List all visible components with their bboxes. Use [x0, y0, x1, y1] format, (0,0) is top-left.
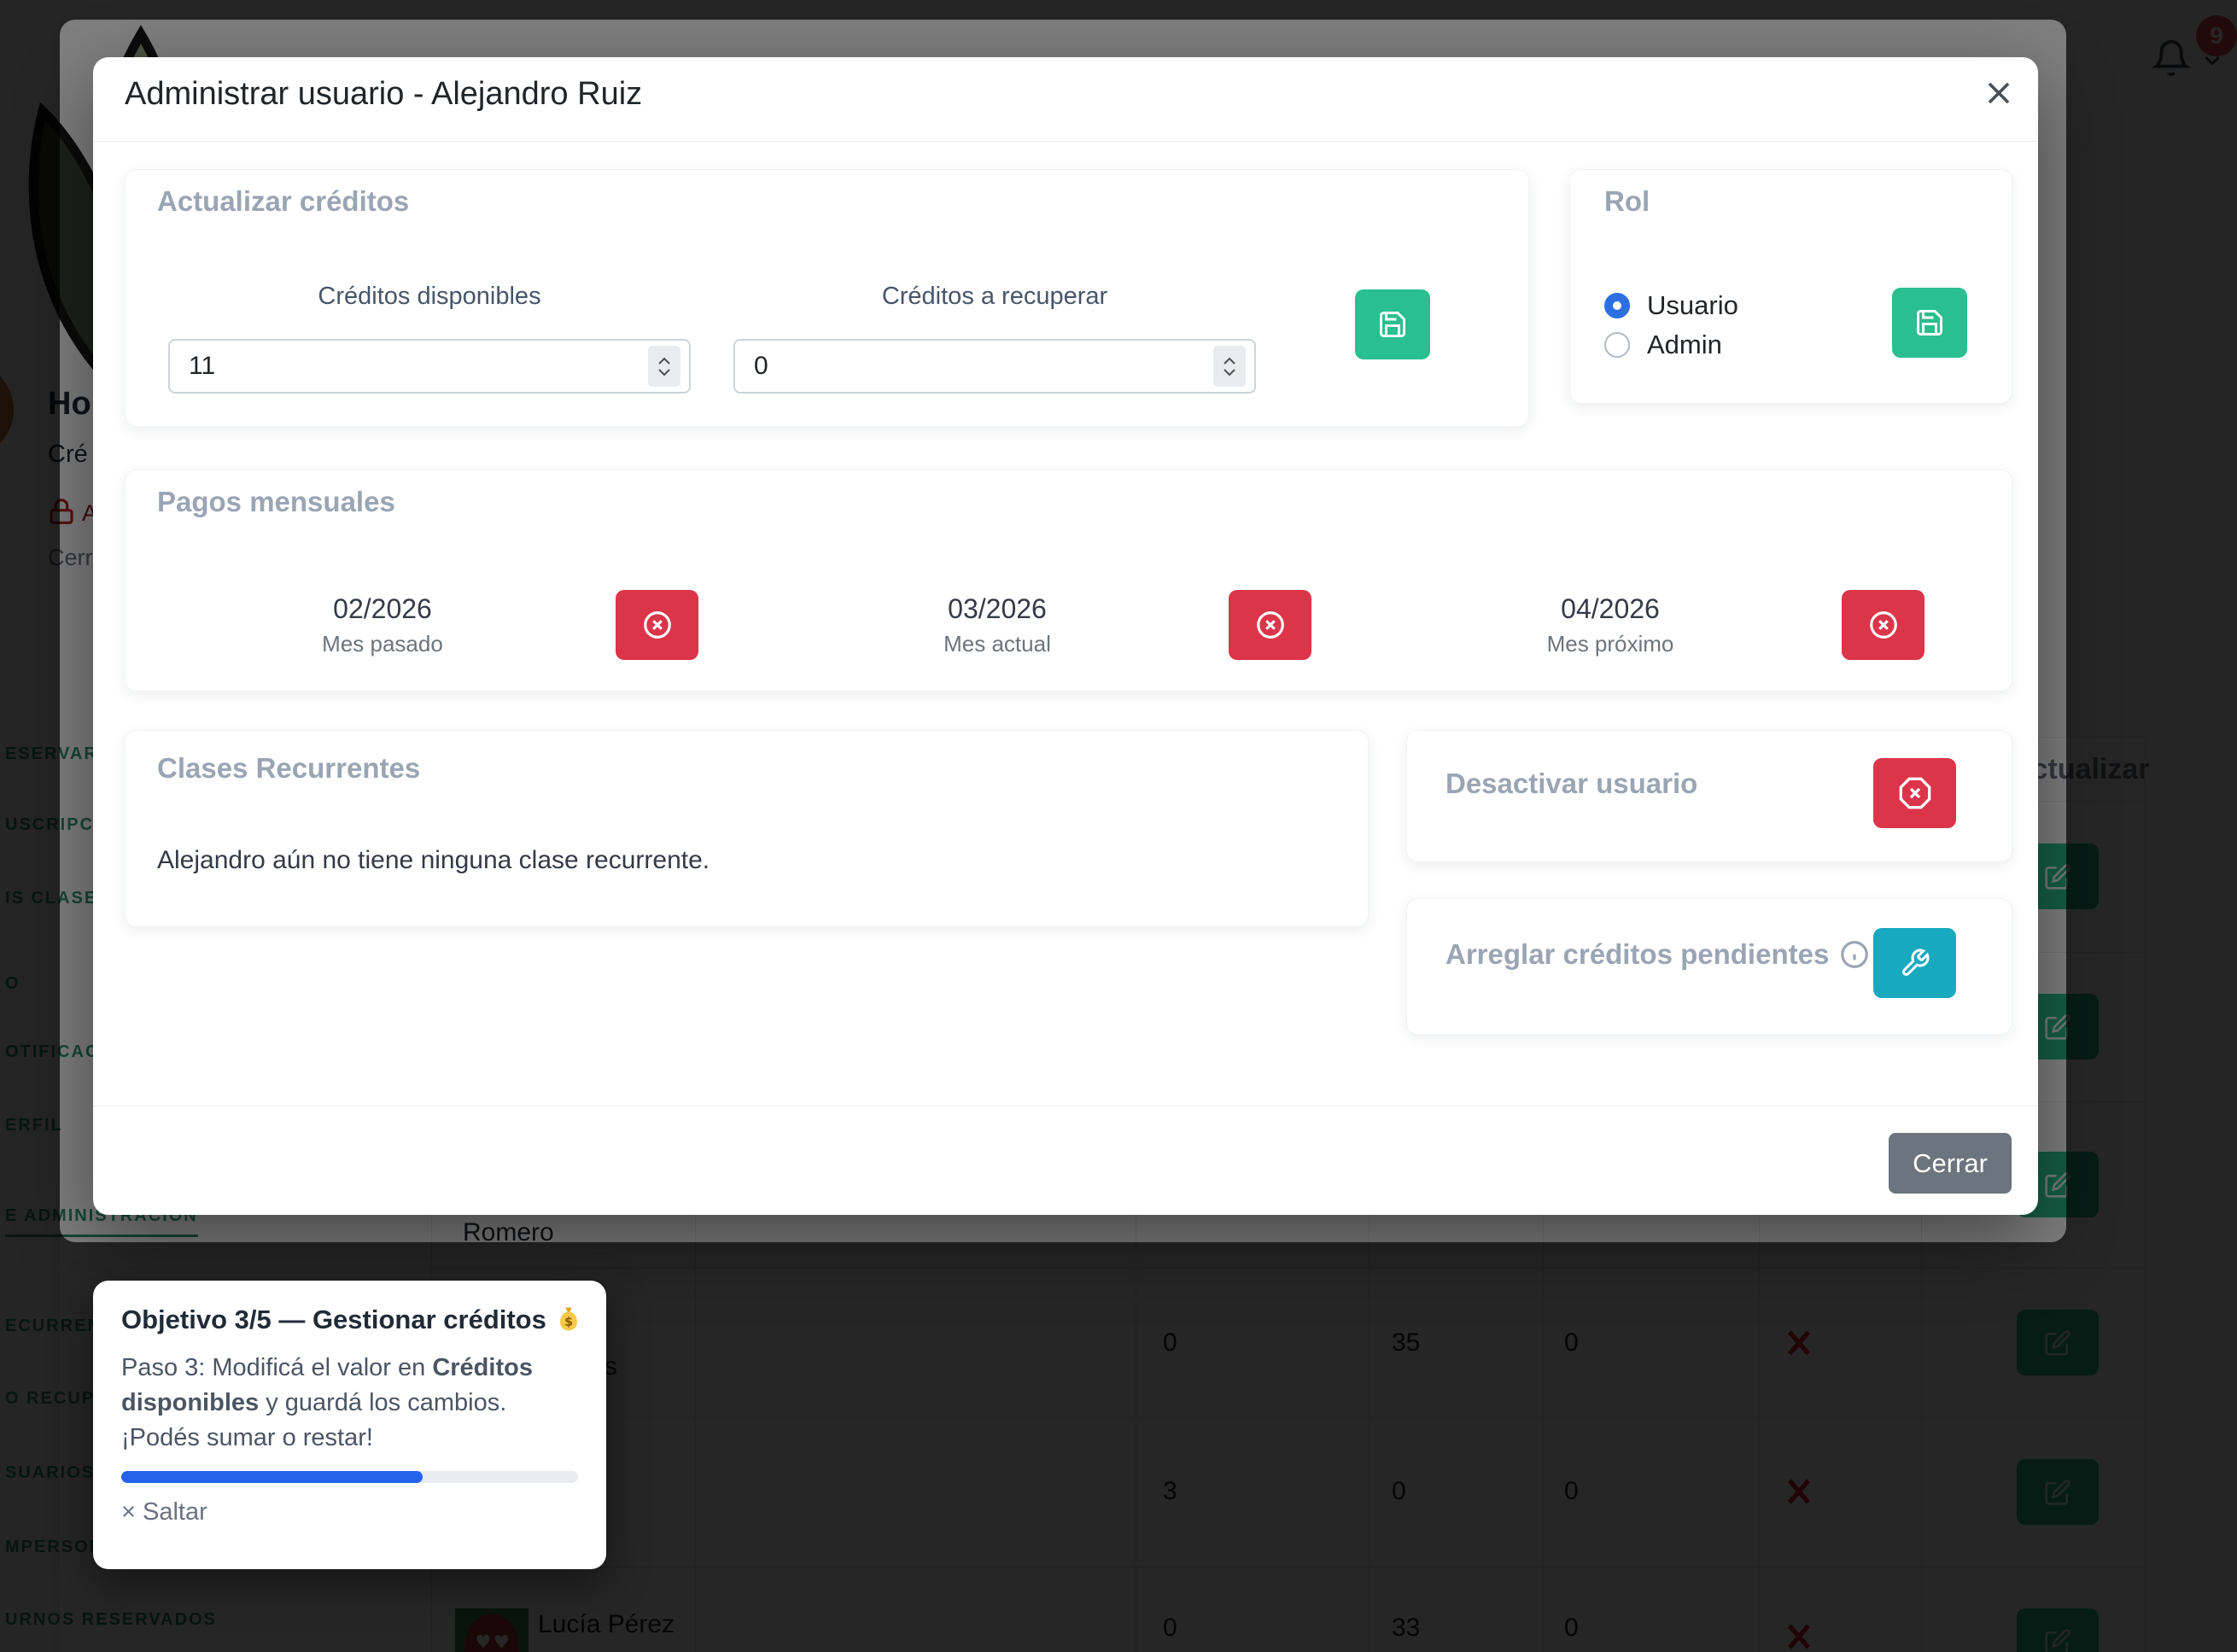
credits-heading: Actualizar créditos: [157, 185, 410, 217]
save-icon: [1917, 310, 1942, 336]
info-icon[interactable]: [1838, 938, 1871, 971]
deactivate-card: Desactivar usuario: [1406, 730, 2012, 862]
tooltip-title-text: Objetivo 3/5 — Gestionar créditos: [121, 1305, 546, 1334]
stepper-down-icon: [1224, 368, 1235, 376]
payments-card: Pagos mensuales 02/2026 Mes pasado 03/20…: [125, 470, 2012, 692]
octagon-x-icon: [1899, 777, 1930, 809]
deactivate-label: Desactivar usuario: [1446, 768, 1698, 799]
payment-sublabel: Mes pasado: [322, 631, 443, 657]
circle-x-icon: [1869, 611, 1897, 639]
credits-card: Actualizar créditos Créditos disponibles…: [125, 169, 1529, 427]
circle-x-icon: [643, 611, 671, 639]
rol-heading: Rol: [1604, 185, 1650, 217]
tutorial-tooltip: Objetivo 3/5 — Gestionar créditos $ Paso…: [93, 1281, 606, 1569]
fix-credits-button[interactable]: [1873, 928, 1956, 998]
save-icon: [1380, 312, 1405, 337]
credits-recover-input[interactable]: [733, 339, 1256, 394]
tooltip-title: Objetivo 3/5 — Gestionar créditos $: [121, 1305, 583, 1335]
payment-period: 04/2026: [1561, 593, 1660, 624]
deactivate-user-button[interactable]: [1873, 758, 1956, 828]
close-icon[interactable]: [1980, 74, 2018, 112]
tutorial-progress-track: [121, 1471, 578, 1483]
fix-credits-card: Arreglar créditos pendientes: [1406, 898, 2012, 1035]
remove-payment-button[interactable]: [1229, 590, 1311, 660]
stepper-up-icon: [658, 357, 670, 365]
credits-recover-label: Créditos a recuperar: [881, 283, 1108, 310]
cerrar-button[interactable]: Cerrar: [1889, 1133, 2012, 1194]
rol-card: Rol Usuario Admin: [1569, 169, 2012, 404]
remove-payment-button[interactable]: [616, 590, 698, 660]
payment-period: 03/2026: [948, 593, 1047, 624]
save-rol-button[interactable]: [1892, 288, 1967, 358]
recurring-card: Clases Recurrentes Alejandro aún no tien…: [125, 730, 1369, 927]
stepper-up-icon: [1224, 357, 1235, 365]
money-bag-icon: $: [559, 1307, 577, 1331]
payment-period: 02/2026: [333, 593, 432, 624]
tooltip-body: Paso 3: Modificá el valor en Créditos di…: [121, 1351, 582, 1456]
modal-title: Administrar usuario - Alejandro Ruiz: [125, 76, 643, 112]
radio-usuario[interactable]: [1604, 293, 1630, 318]
circle-x-icon: [1256, 611, 1284, 639]
tooltip-body-pre: Paso 3: Modificá el valor en: [121, 1354, 433, 1381]
tooltip-body-post: y guardá los cambios. ¡Podés sumar o res…: [121, 1389, 507, 1452]
wrench-icon: [1901, 949, 1929, 976]
tutorial-progress-fill: [121, 1471, 423, 1483]
manage-user-modal: Administrar usuario - Alejandro Ruiz Act…: [93, 57, 2038, 1215]
recurring-heading: Clases Recurrentes: [157, 752, 421, 784]
credits-available-input[interactable]: [168, 339, 691, 394]
skip-tutorial-button[interactable]: × Saltar: [121, 1498, 207, 1526]
credits-available-stepper[interactable]: [648, 346, 680, 387]
payment-sublabel: Mes próximo: [1546, 631, 1674, 657]
svg-text:$: $: [564, 1316, 573, 1329]
stepper-down-icon: [658, 368, 670, 376]
credits-recover-stepper[interactable]: [1213, 346, 1246, 387]
remove-payment-button[interactable]: [1842, 590, 1925, 660]
tooltip-body-bold: Créditos disponibles: [121, 1354, 533, 1417]
radio-admin[interactable]: [1604, 332, 1630, 358]
payments-heading: Pagos mensuales: [157, 486, 395, 517]
save-credits-button[interactable]: [1355, 289, 1430, 359]
radio-usuario-label[interactable]: Usuario: [1647, 290, 1738, 320]
fix-credits-label: Arreglar créditos pendientes: [1446, 938, 1830, 970]
modal-header-divider: [93, 141, 2038, 142]
payment-sublabel: Mes actual: [943, 631, 1051, 657]
credits-available-label: Créditos disponibles: [318, 283, 541, 310]
radio-admin-label[interactable]: Admin: [1647, 330, 1722, 359]
recurring-empty-text: Alejandro aún no tiene ninguna clase rec…: [157, 846, 710, 874]
